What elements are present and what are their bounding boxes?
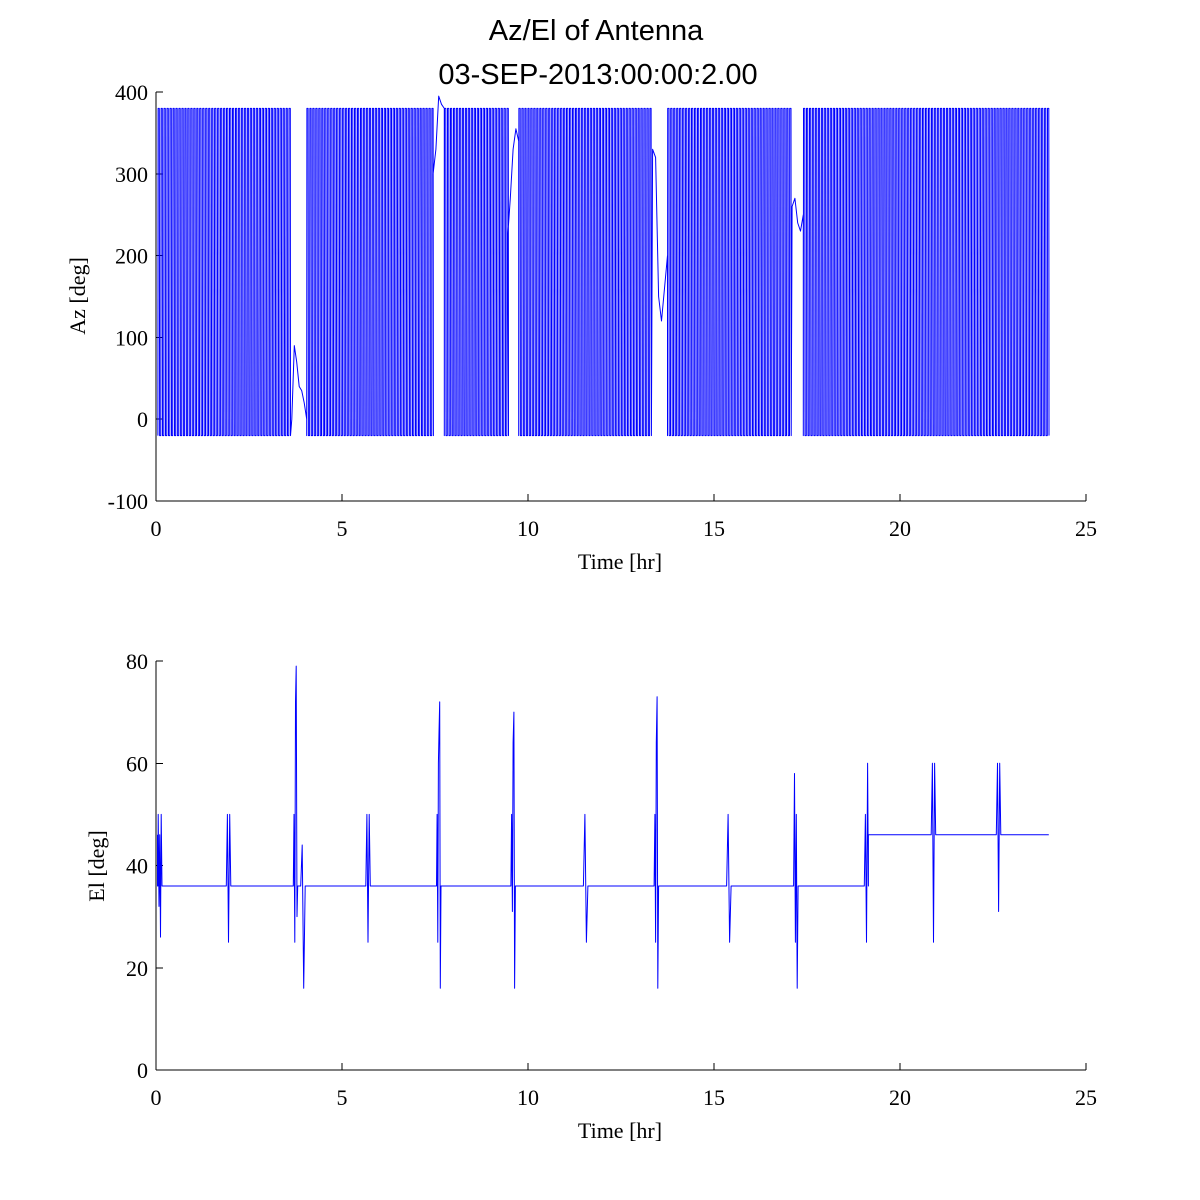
el-y-tick-label: 0 — [137, 1058, 148, 1083]
el-x-tick-label: 0 — [151, 1085, 162, 1110]
az-x-tick-label: 15 — [703, 516, 725, 541]
elevation-subplot: Time [hr] El [deg] 0 5 10 15 20 25 0 20 40 60 80 — [84, 649, 1097, 1143]
az-y-tick-label: 0 — [137, 407, 148, 432]
el-y-tick-label: 80 — [126, 649, 148, 674]
el-y-tick-label: 20 — [126, 956, 148, 981]
az-x-tick-label: 5 — [337, 516, 348, 541]
el-x-tick-label: 5 — [337, 1085, 348, 1110]
az-x-tick-label: 20 — [889, 516, 911, 541]
el-y-tick-label: 60 — [126, 751, 148, 776]
az-y-tick-label: 100 — [115, 325, 148, 350]
az-y-axis-label: Az [deg] — [65, 257, 90, 335]
azimuth-subplot: Time [hr] Az [deg] 0 5 10 15 20 25-1000100200… — [65, 80, 1097, 574]
chart-title-line1: Az/El of Antenna — [489, 15, 704, 47]
el-x-tick-label: 15 — [703, 1085, 725, 1110]
chart-title-line2: 03-SEP-2013:00:00:2.00 — [438, 59, 757, 91]
az-series-line — [157, 95, 1050, 437]
az-x-tick-label: 0 — [151, 516, 162, 541]
az-y-tick-label: 300 — [115, 162, 148, 187]
el-y-axis-label: El [deg] — [84, 830, 109, 901]
az-x-tick-label: 10 — [517, 516, 539, 541]
az-y-tick-label: 400 — [115, 80, 148, 105]
el-series-line — [157, 665, 1049, 989]
el-x-tick-label: 10 — [517, 1085, 539, 1110]
el-x-tick-label: 25 — [1075, 1085, 1097, 1110]
az-x-tick-label: 25 — [1075, 516, 1097, 541]
el-x-tick-label: 20 — [889, 1085, 911, 1110]
el-x-axis-label: Time [hr] — [578, 1118, 662, 1143]
az-y-tick-label: -100 — [108, 489, 148, 514]
el-y-tick-label: 40 — [126, 854, 148, 879]
az-y-tick-label: 200 — [115, 244, 148, 269]
az-x-axis-label: Time [hr] — [578, 549, 662, 574]
